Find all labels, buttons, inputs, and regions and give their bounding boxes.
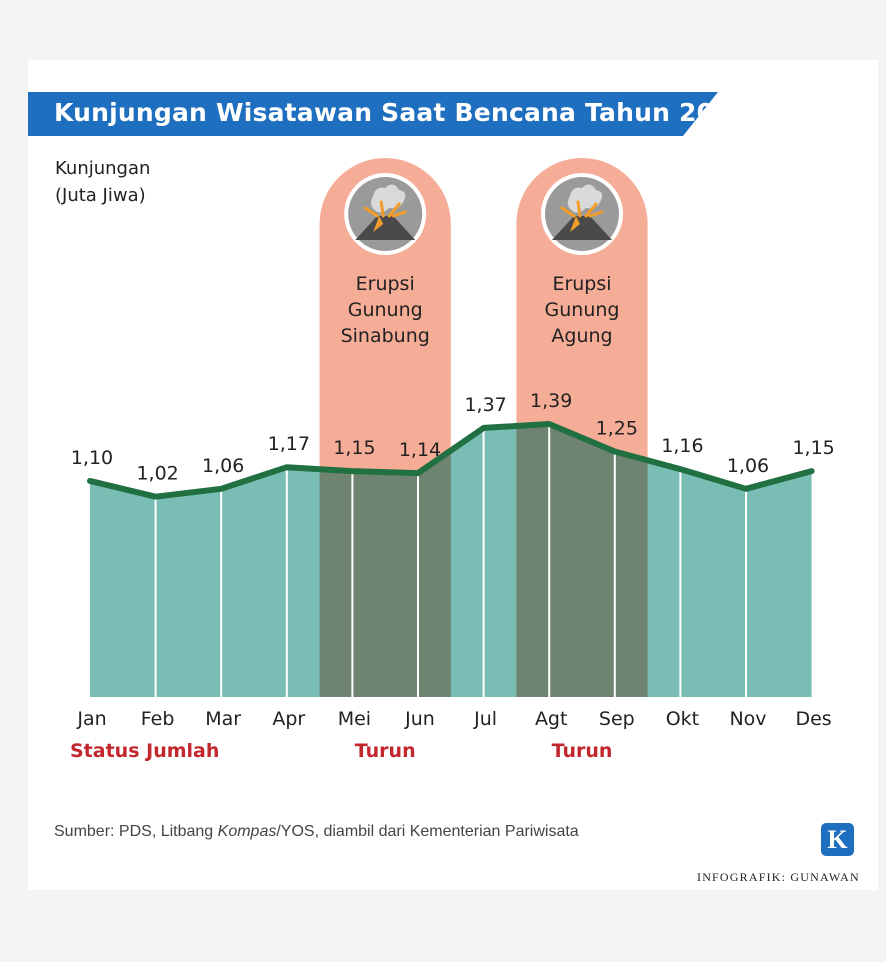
volcano-icon: [541, 173, 623, 255]
x-tick-label: Mar: [205, 708, 241, 730]
status-turun-label: Turun: [552, 740, 613, 762]
data-label: 1,37: [464, 394, 506, 416]
x-tick-label: Des: [795, 708, 831, 730]
data-label: 1,17: [268, 433, 310, 455]
data-label: 1,10: [71, 447, 113, 469]
data-label: 1,06: [202, 455, 244, 477]
x-tick-label: Nov: [729, 708, 766, 730]
highlight-label-line: Erupsi: [356, 273, 415, 295]
x-tick-label: Agt: [535, 708, 568, 730]
status-turun-label: Turun: [355, 740, 416, 762]
x-tick-label: Mei: [338, 708, 371, 730]
volcano-icon-lava-flow: [570, 216, 580, 232]
data-label: 1,39: [530, 390, 572, 412]
volcano-icon-mountain: [552, 216, 612, 240]
x-tick-label: Sep: [599, 708, 635, 730]
chart-title: Kunjungan Wisatawan Saat Bencana Tahun 2…: [54, 98, 750, 127]
y-axis-label: Kunjungan (Juta Jiwa): [55, 158, 151, 206]
x-tick-label: Jun: [404, 708, 435, 730]
source-prefix: Sumber: PDS, Litbang: [54, 823, 218, 840]
source-suffix: /YOS, diambil dari Kementerian Pariwisat…: [276, 823, 579, 840]
infographic-credit: INFOGRAFIK: GUNAWAN: [697, 870, 860, 884]
volcano-icon: [344, 173, 427, 255]
volcano-icon-lava-flow: [373, 216, 384, 232]
source-italic: Kompas: [217, 823, 277, 840]
volcano-icon-lava: [560, 200, 604, 218]
series-line: [87, 421, 815, 500]
x-tick-label: Okt: [666, 708, 699, 730]
x-tick-label: Jul: [473, 708, 497, 730]
data-label: 1,25: [596, 417, 638, 439]
highlight-label-line: Sinabung: [341, 325, 430, 347]
kompas-logo: K: [821, 823, 854, 856]
data-label: 1,16: [661, 435, 703, 457]
x-tick-label: Jan: [76, 708, 106, 730]
highlight-label-line: Gunung: [348, 299, 423, 321]
title-banner: Kunjungan Wisatawan Saat Bencana Tahun 2…: [28, 92, 749, 136]
data-label: 1,02: [136, 463, 178, 485]
data-label: 1,06: [727, 455, 769, 477]
data-label: 1,15: [333, 437, 375, 459]
highlight-label-line: Erupsi: [552, 273, 611, 295]
banner-shape: [28, 92, 718, 136]
highlight-label-line: Gunung: [545, 299, 620, 321]
volcano-icon-mountain: [355, 216, 416, 240]
data-label: 1,14: [399, 439, 441, 461]
x-tick-label: Apr: [272, 708, 305, 730]
highlight-label-line: Agung: [551, 325, 612, 347]
x-tick-label: Feb: [141, 708, 175, 730]
data-label: 1,15: [792, 437, 834, 459]
status-label: Status Jumlah: [70, 740, 219, 762]
source-note: Sumber: PDS, Litbang Kompas/YOS, diambil…: [54, 823, 579, 841]
volcano-icon-lava: [363, 200, 407, 218]
